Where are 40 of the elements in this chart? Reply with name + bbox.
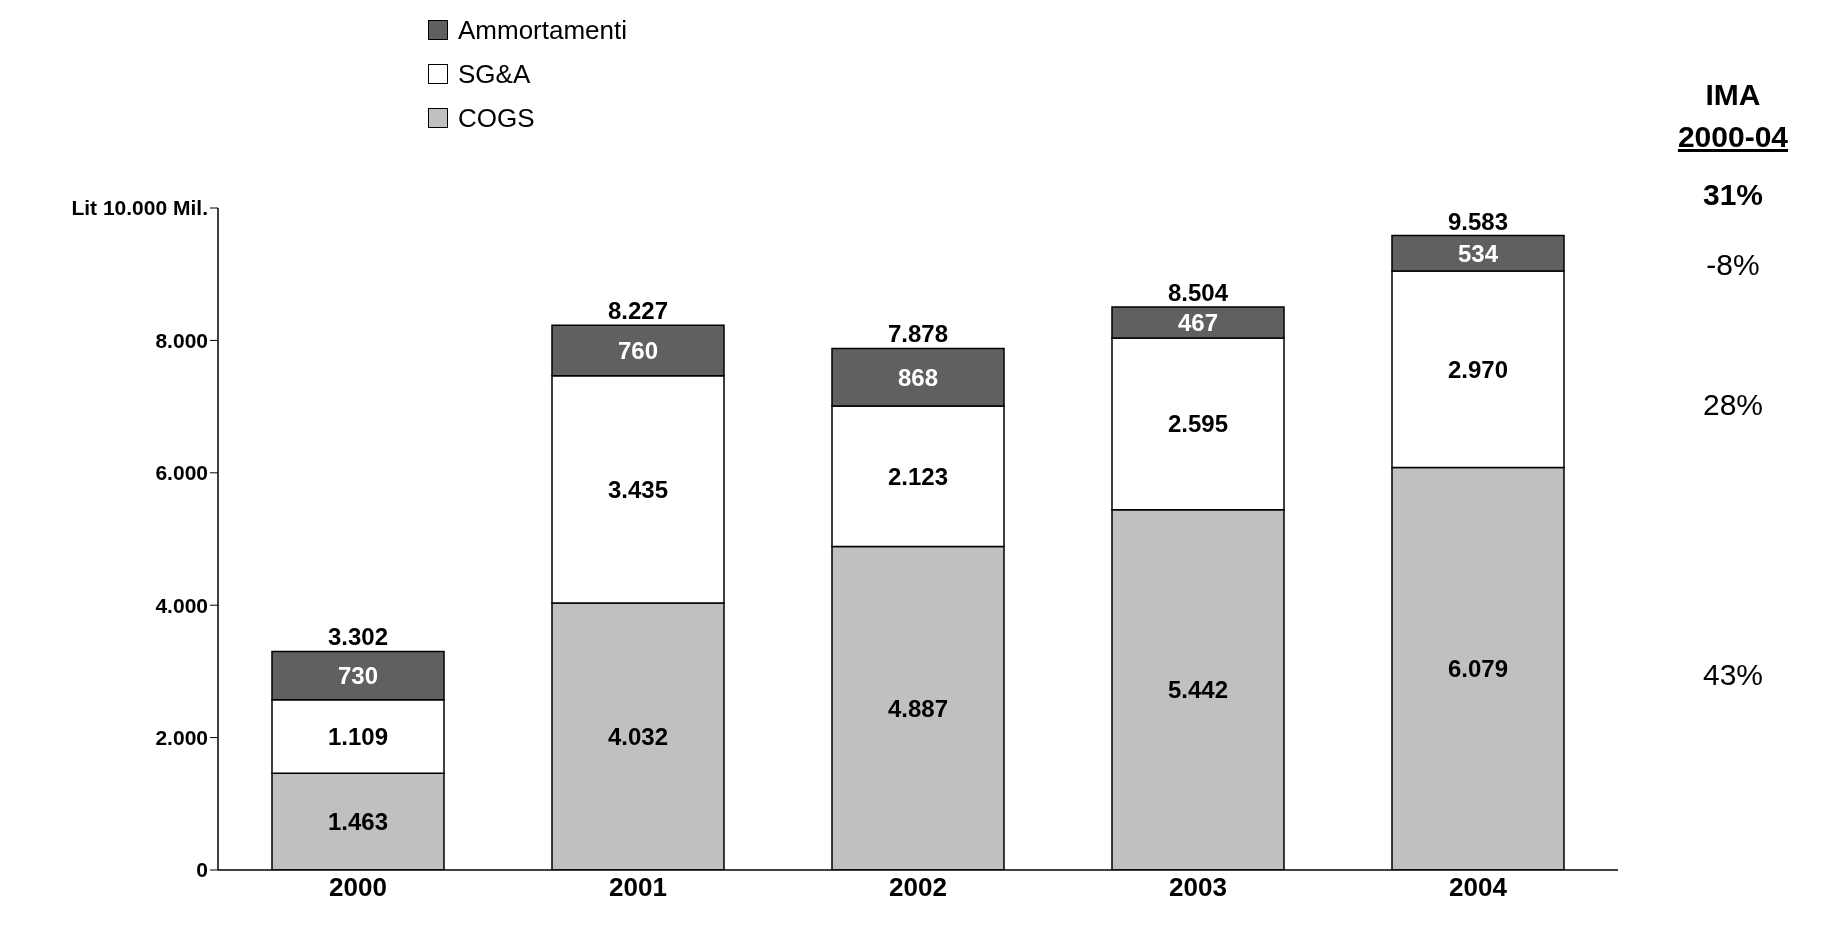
- data-label: 4.032: [607, 723, 669, 751]
- x-tick-label: 2000: [329, 872, 387, 903]
- data-label: 534: [1457, 239, 1499, 267]
- x-tick-label: 2001: [609, 872, 667, 903]
- legend-label: COGS: [458, 102, 535, 134]
- data-label: 467: [1177, 309, 1219, 337]
- data-label: 2.123: [887, 462, 949, 490]
- data-label: 2.970: [1447, 355, 1509, 383]
- data-label: 730: [337, 662, 379, 690]
- y-tick-label: 8.000: [155, 328, 208, 352]
- data-label: 3.435: [607, 475, 669, 503]
- y-tick-label: 4.000: [155, 593, 208, 617]
- y-tick-label: Lit 10.000 Mil.: [71, 196, 208, 220]
- data-label: 1.109: [327, 722, 389, 750]
- data-label: 5.442: [1167, 676, 1229, 704]
- y-tick-label: 2.000: [155, 726, 208, 750]
- text: 2000-04: [1676, 120, 1790, 154]
- total-label: 8.504: [1167, 279, 1229, 307]
- total-label: 7.878: [887, 320, 949, 348]
- x-tick-label: 2003: [1169, 872, 1227, 903]
- text: 31%: [1701, 178, 1764, 212]
- text: IMA: [1704, 78, 1762, 112]
- data-label: 4.887: [887, 694, 949, 722]
- data-label: 1.463: [327, 808, 389, 836]
- y-tick-label: 6.000: [155, 461, 208, 485]
- text: 43%: [1701, 658, 1764, 692]
- legend-label: SG&A: [458, 58, 531, 90]
- x-tick-label: 2004: [1449, 872, 1508, 903]
- text: 28%: [1701, 388, 1764, 422]
- total-label: 9.583: [1447, 207, 1509, 235]
- total-label: 3.302: [327, 623, 389, 651]
- data-label: 868: [897, 363, 939, 391]
- y-tick-label: 0: [196, 858, 208, 882]
- x-tick-label: 2002: [889, 872, 947, 903]
- data-label: 760: [617, 337, 659, 365]
- total-label: 8.227: [607, 297, 669, 325]
- legend-label: Ammortamenti: [458, 14, 628, 46]
- data-label: 6.079: [1447, 655, 1509, 683]
- text: -8%: [1705, 248, 1761, 282]
- data-label: 2.595: [1167, 410, 1229, 438]
